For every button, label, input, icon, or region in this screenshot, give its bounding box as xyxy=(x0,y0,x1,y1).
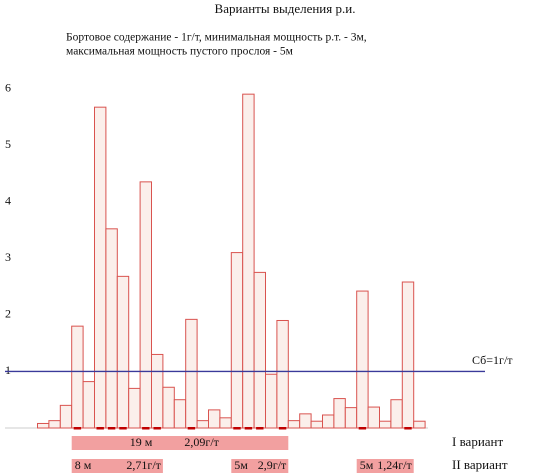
bar xyxy=(82,381,95,429)
threshold-label: Сб=1г/т xyxy=(472,353,513,367)
bar xyxy=(48,420,61,429)
y-tick-label: 3 xyxy=(5,250,11,264)
ore-mark xyxy=(153,427,161,430)
bar xyxy=(59,404,73,429)
bar xyxy=(276,319,289,429)
bar xyxy=(344,407,358,429)
bar xyxy=(71,325,84,429)
band-thickness: 5м xyxy=(234,458,248,472)
variant-band xyxy=(356,459,414,473)
bar xyxy=(322,414,335,429)
variant-label: I вариант xyxy=(452,434,504,449)
ore-mark xyxy=(96,427,104,430)
bar xyxy=(128,387,141,429)
variant-band xyxy=(71,436,289,450)
bar xyxy=(219,417,232,429)
band-grade: 2,71г/т xyxy=(126,458,161,472)
band-thickness: 19 м xyxy=(130,435,153,449)
bar xyxy=(185,318,198,429)
bar xyxy=(379,420,392,429)
bar xyxy=(242,93,255,429)
ore-mark xyxy=(142,427,150,430)
y-tick-label: 5 xyxy=(5,137,11,151)
ore-mark xyxy=(404,427,412,430)
bar xyxy=(196,420,210,429)
bar xyxy=(151,353,164,429)
y-tick-label: 4 xyxy=(5,193,11,207)
ore-mark xyxy=(187,427,196,430)
ore-mark xyxy=(278,427,287,430)
y-tick-label: 2 xyxy=(5,307,11,321)
bar xyxy=(299,413,312,429)
ore-mark xyxy=(256,427,264,430)
bar xyxy=(162,386,175,429)
ore-mark xyxy=(119,427,127,430)
bar xyxy=(356,290,369,429)
variant-band xyxy=(71,459,163,473)
bar xyxy=(105,228,118,429)
bar xyxy=(139,181,153,429)
band-grade: 1,24г/т xyxy=(377,458,412,472)
bar xyxy=(37,422,50,429)
bar xyxy=(390,399,403,429)
bar xyxy=(230,252,244,429)
ore-mark xyxy=(73,427,82,430)
bar xyxy=(401,281,415,429)
y-tick-label: 1 xyxy=(5,363,11,377)
bar xyxy=(310,420,324,429)
bar xyxy=(94,106,107,429)
band-thickness: 5м xyxy=(360,458,374,472)
bar xyxy=(253,271,267,429)
band-grade: 2,09г/т xyxy=(184,435,219,449)
band-grade: 2,9г/т xyxy=(258,458,287,472)
ore-mark xyxy=(244,427,253,430)
bar xyxy=(413,420,426,429)
variant-label: II вариант xyxy=(452,457,508,472)
y-tick-label: 6 xyxy=(5,80,11,94)
bar xyxy=(173,399,187,429)
bar xyxy=(333,398,346,429)
ore-mark xyxy=(233,427,241,430)
ore-mark xyxy=(358,427,367,430)
bar xyxy=(265,373,278,429)
variant-band xyxy=(231,459,289,473)
bar xyxy=(208,409,221,429)
band-thickness: 8 м xyxy=(75,458,92,472)
ore-mark xyxy=(107,427,116,430)
subtitle: максимальная мощность пустого прослоя - … xyxy=(66,46,294,58)
subtitle: Бортовое содержание - 1г/т, минимальная … xyxy=(66,32,367,44)
bar xyxy=(116,275,130,429)
bar xyxy=(287,420,301,429)
bar xyxy=(367,406,381,429)
chart-title: Варианты выделения р.и. xyxy=(215,1,356,16)
